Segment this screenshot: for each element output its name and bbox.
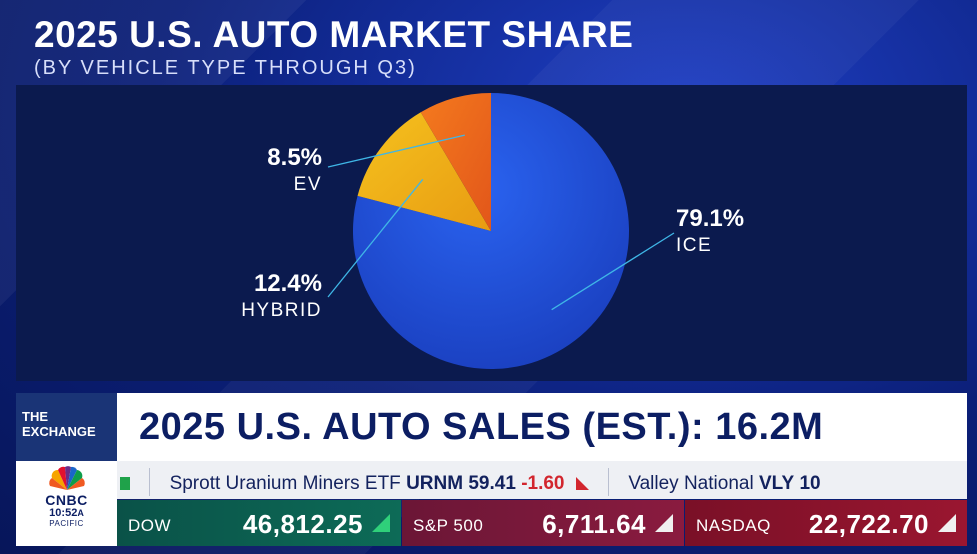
- pie-slice-ev: [420, 93, 491, 231]
- index-value: 6,711.64: [542, 509, 646, 539]
- chart-title: 2025 U.S. AUTO MARKET SHARE: [34, 14, 634, 55]
- ice-value-label: 79.1%: [676, 205, 744, 232]
- ticker-divider: [608, 468, 610, 496]
- up-arrow-icon: [372, 514, 390, 532]
- pie-chart: 8.5% EV 12.4% HYBRID 79.1% ICE: [241, 93, 744, 369]
- ticker-divider: [149, 468, 151, 496]
- up-arrow-icon: [655, 514, 673, 532]
- segment-badge: THE EXCHANGE: [16, 393, 117, 461]
- index-nasdaq: NASDAQ 22,722.70: [685, 500, 967, 546]
- ticker-item-name: Valley National: [628, 473, 754, 495]
- peacock-icon: [48, 466, 85, 490]
- ev-name-label: EV: [294, 174, 322, 195]
- index-name: DOW: [128, 516, 172, 535]
- ticker-item-name: Sprott Uranium Miners ETF: [169, 473, 401, 495]
- up-arrow-icon: [938, 514, 956, 532]
- index-value: 46,812.25: [242, 509, 363, 539]
- hybrid-name-label: HYBRID: [241, 300, 322, 321]
- clock-time: 10:52A: [49, 507, 84, 519]
- index-dow: DOW 46,812.25: [117, 500, 401, 546]
- hybrid-value-label: 12.4%: [254, 270, 322, 297]
- segment-line-1: THE: [22, 409, 48, 424]
- clock-zone: PACIFIC: [49, 519, 84, 528]
- ice-name-label: ICE: [676, 235, 712, 256]
- ticker-item-symbol: VLY: [758, 473, 795, 495]
- down-arrow-icon: [575, 476, 589, 490]
- hybrid-leader-line: [327, 179, 424, 298]
- pie-slice-ice: [353, 93, 629, 369]
- network-logo: CNBC 10:52A PACIFIC: [16, 461, 117, 546]
- index-name: NASDAQ: [696, 516, 771, 535]
- headline-banner: 2025 U.S. AUTO SALES (EST.): 16.2M: [117, 393, 967, 461]
- up-arrow-icon: [120, 476, 130, 490]
- stock-ticker: Sprott Uranium Miners ETF URNM 59.41 -1.…: [117, 461, 967, 499]
- logo-wordmark: CNBC: [45, 492, 88, 508]
- pie-slice-hybrid: [357, 112, 491, 231]
- index-value: 22,722.70: [808, 509, 929, 539]
- chart-panel: 8.5% EV 12.4% HYBRID 79.1% ICE: [16, 85, 967, 381]
- ticker-item-change: -1.60: [521, 473, 565, 495]
- ticker-item-price: 59.41: [468, 473, 516, 495]
- ev-leader-line: [327, 134, 465, 168]
- chart-subtitle: (BY VEHICLE TYPE THROUGH Q3): [34, 57, 417, 79]
- index-name: S&P 500: [413, 516, 484, 535]
- index-sp500: S&P 500 6,711.64: [402, 500, 684, 546]
- ice-leader-line: [551, 232, 675, 311]
- ev-value-label: 8.5%: [267, 144, 322, 171]
- ticker-item-price: 10: [799, 473, 821, 495]
- segment-line-2: EXCHANGE: [22, 424, 96, 439]
- ticker-item-symbol: URNM: [406, 473, 464, 495]
